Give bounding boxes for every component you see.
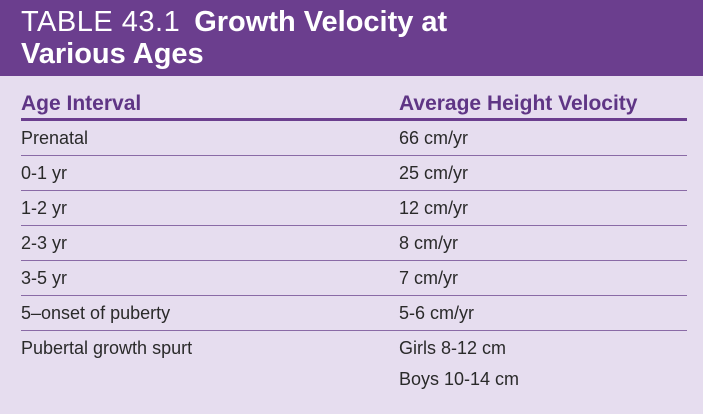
velocity-cell: 7 cm/yr <box>399 268 459 288</box>
table-row: 5–onset of puberty 5-6 cm/yr <box>21 296 687 331</box>
table-title-line2: Various Ages <box>21 38 204 70</box>
age-cell: Prenatal <box>21 128 89 148</box>
age-cell: 2-3 yr <box>21 233 68 253</box>
velocity-cell: 12 cm/yr <box>399 198 469 218</box>
velocity-boys: Boys 10-14 cm <box>399 369 520 389</box>
velocity-cell: 5-6 cm/yr <box>399 303 475 323</box>
table-row: 1-2 yr 12 cm/yr <box>21 191 687 226</box>
table-row: 3-5 yr 7 cm/yr <box>21 261 687 296</box>
table-number: TABLE 43.1 <box>21 6 181 38</box>
age-cell: 5–onset of puberty <box>21 303 171 323</box>
velocity-cell: Girls 8-12 cm Boys 10-14 cm <box>399 333 519 395</box>
column-header-average-height-velocity: Average Height Velocity <box>399 92 638 115</box>
table-row: Prenatal 66 cm/yr <box>21 121 687 156</box>
velocity-girls: Girls 8-12 cm <box>399 338 507 358</box>
velocity-cell: 25 cm/yr <box>399 163 469 183</box>
age-cell: 1-2 yr <box>21 198 68 218</box>
age-cell: 0-1 yr <box>21 163 68 183</box>
table-row: 0-1 yr 25 cm/yr <box>21 156 687 191</box>
velocity-cell: 8 cm/yr <box>399 233 459 253</box>
velocity-cell: 66 cm/yr <box>399 128 469 148</box>
table-title-bar: TABLE 43.1 Growth Velocity at Various Age… <box>0 0 703 76</box>
column-header-age-interval: Age Interval <box>21 92 142 115</box>
age-cell: Pubertal growth spurt <box>21 338 193 358</box>
table-row: Pubertal growth spurt Girls 8-12 cm Boys… <box>21 331 687 401</box>
table-row: 2-3 yr 8 cm/yr <box>21 226 687 261</box>
table-title-line1: Growth Velocity at <box>194 6 448 38</box>
age-cell: 3-5 yr <box>21 268 68 288</box>
table-header-row: Age Interval Average Height Velocity <box>21 89 687 121</box>
table-body: Prenatal 66 cm/yr 0-1 yr 25 cm/yr 1-2 yr… <box>21 121 687 401</box>
